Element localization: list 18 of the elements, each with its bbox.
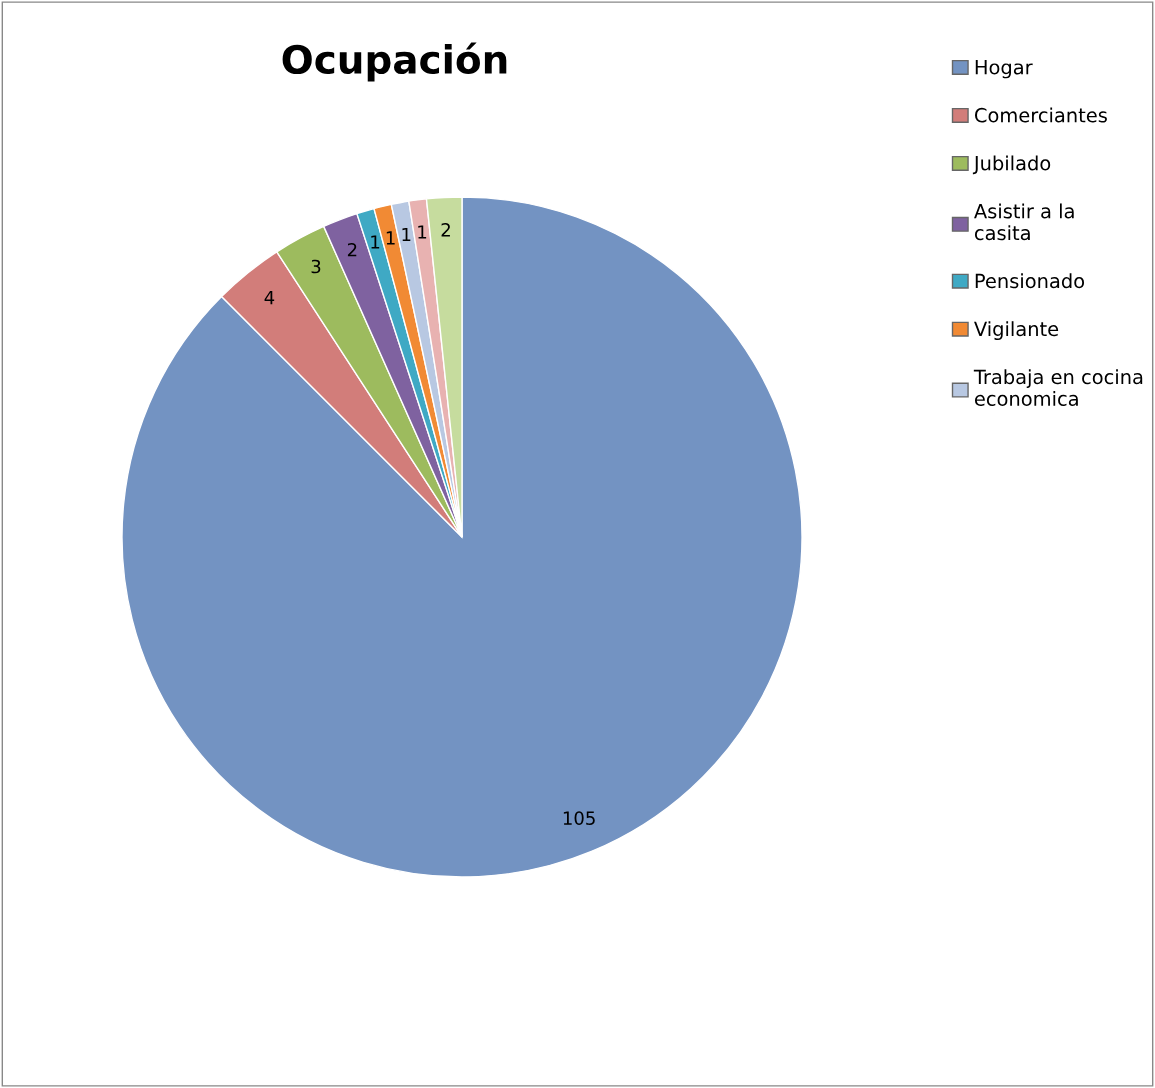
data-label: 2	[347, 242, 357, 257]
data-label: 1	[402, 227, 411, 242]
data-label: 2	[441, 223, 450, 237]
data-label: 105	[563, 811, 595, 825]
legend-label: Pensionado	[975, 273, 1085, 289]
data-label: 4	[264, 291, 275, 305]
legend-label: Trabaja en cocina economica	[973, 369, 1143, 407]
data-label: 1	[418, 225, 427, 239]
legend-label: Asistir a la casita	[974, 203, 1074, 241]
data-label: 3	[311, 259, 321, 274]
legend-label: Jubilado	[972, 155, 1051, 175]
legend-label: Hogar	[975, 60, 1033, 79]
data-label: 1	[371, 235, 380, 249]
legend-label: Vigilante	[974, 321, 1059, 341]
chart-title: Ocupación	[282, 42, 507, 82]
legend-label: Comerciantes	[974, 107, 1107, 123]
pie-slice	[121, 196, 803, 878]
data-label: 1	[386, 231, 395, 245]
